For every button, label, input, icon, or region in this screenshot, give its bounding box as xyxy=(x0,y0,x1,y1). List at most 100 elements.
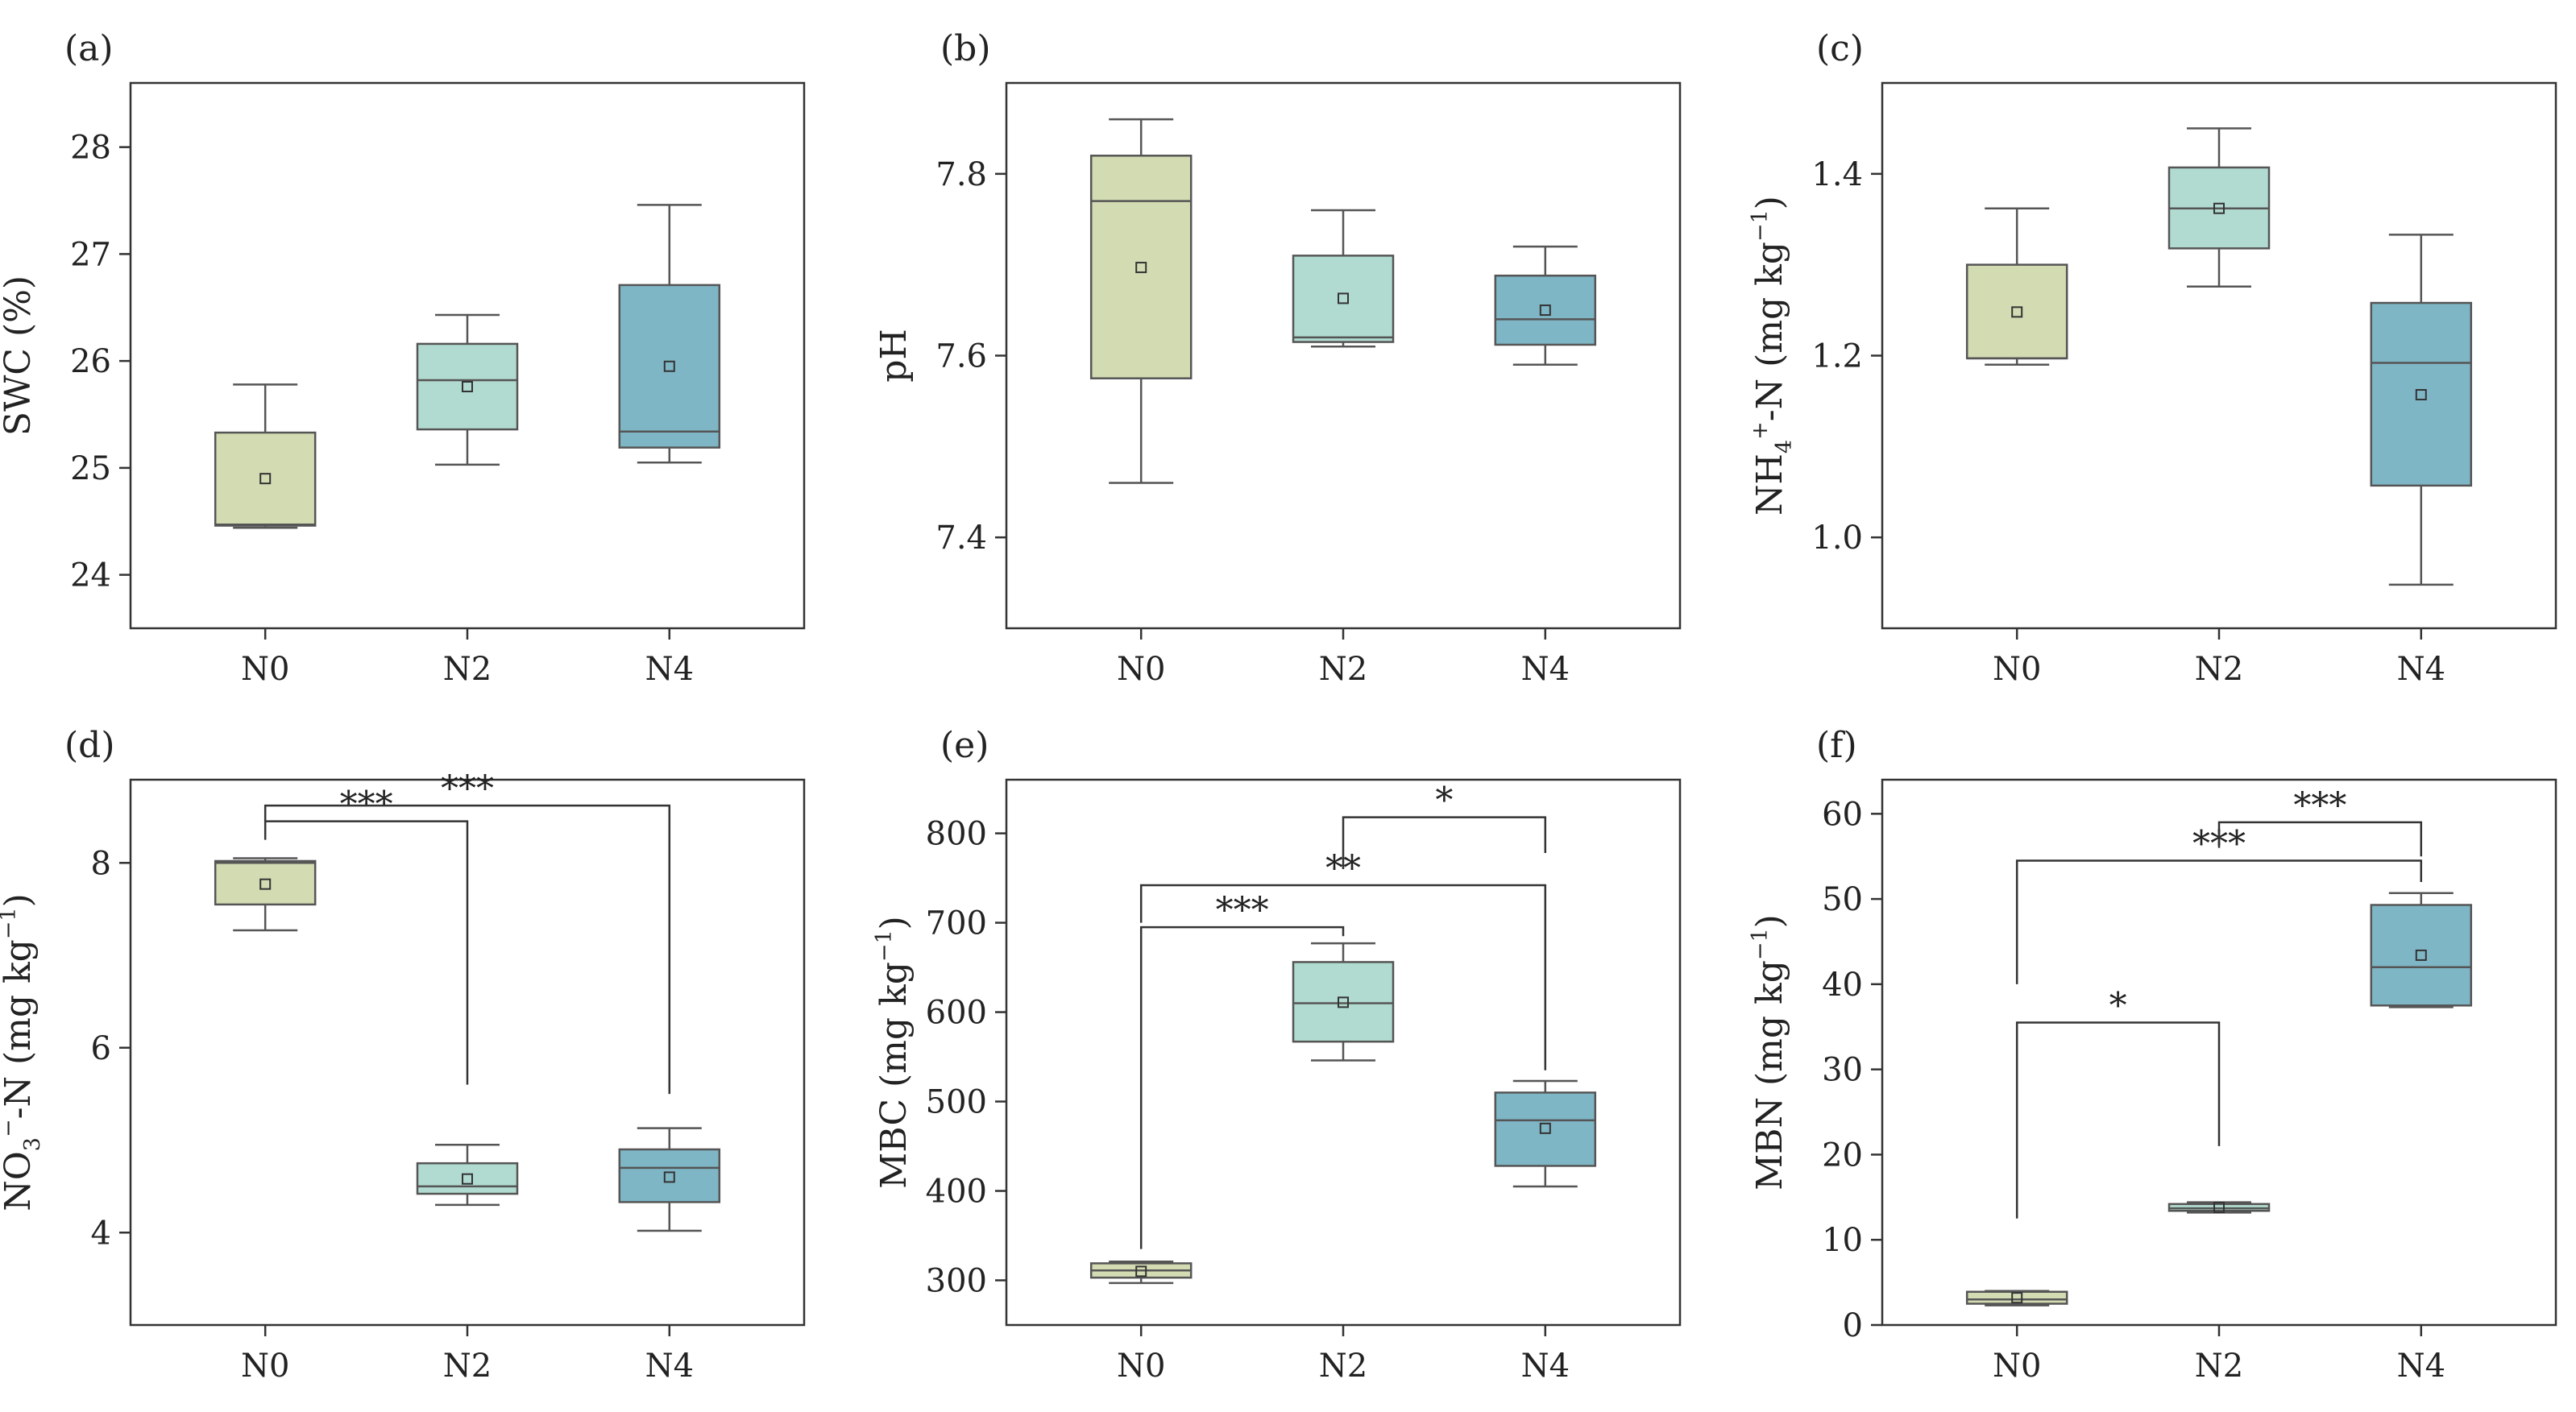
panel-label: (f) xyxy=(1816,725,1857,766)
y-tick-label: 1.4 xyxy=(1811,156,1863,193)
x-tick-label: N4 xyxy=(645,651,694,688)
bracket-line xyxy=(1139,925,1345,1249)
iqr-box xyxy=(2370,904,2473,1007)
y-tick-label: 40 xyxy=(1822,967,1863,1004)
significance-label: * xyxy=(1435,781,1453,822)
y-axis-label-part: NH xyxy=(1749,453,1790,516)
panel-c: (c) 1.0 1.2 1.4 N0 N2 N4 NH4+-N (mg kg−1) xyxy=(1748,28,2557,688)
y-axis-label-part: ) xyxy=(1749,914,1790,928)
bracket-line xyxy=(263,804,671,1095)
iqr-box xyxy=(1965,1290,2068,1305)
iqr-box xyxy=(1292,255,1395,343)
x-tick-label: N4 xyxy=(1521,651,1570,688)
y-tick-label: 800 xyxy=(926,816,987,853)
y-tick-label: 7.8 xyxy=(935,156,987,193)
y-tick-label: 700 xyxy=(926,905,987,942)
iqr-box xyxy=(1292,961,1395,1043)
bracket-line xyxy=(2217,821,2423,857)
iqr-box xyxy=(1494,274,1597,346)
mean-marker xyxy=(259,878,272,890)
y-tick-label: 27 xyxy=(70,236,111,273)
box-N4 xyxy=(1494,1079,1597,1188)
mean-marker xyxy=(1539,1122,1551,1134)
box-N2 xyxy=(1292,209,1395,348)
box-N0 xyxy=(1089,1260,1193,1285)
y-tick-label: 7.4 xyxy=(935,520,987,557)
y-tick-label: 4 xyxy=(91,1215,111,1252)
y-tick-label: 400 xyxy=(926,1174,987,1211)
y-tick-label: 60 xyxy=(1822,796,1863,833)
mean-marker xyxy=(663,1171,675,1183)
mean-marker xyxy=(259,473,272,485)
mean-marker xyxy=(1135,262,1147,274)
x-tick-label: N0 xyxy=(1117,651,1165,688)
mean-marker xyxy=(2213,202,2225,214)
box-N0 xyxy=(214,383,317,529)
x-tick-label: N2 xyxy=(1319,651,1367,688)
iqr-box xyxy=(2370,301,2473,487)
y-axis-label-part: -N (mg kg xyxy=(0,939,39,1119)
y-axis-label-part: 3 xyxy=(20,1137,45,1151)
iqr-box xyxy=(618,1148,721,1203)
x-tick-label: N0 xyxy=(241,651,289,688)
iqr-box xyxy=(214,859,317,906)
box-N0 xyxy=(1965,207,2068,366)
x-tick-label: N4 xyxy=(2397,651,2445,688)
y-axis-label: MBC (mg kg−1) xyxy=(872,916,915,1189)
iqr-box xyxy=(416,342,519,431)
y-tick-label: 50 xyxy=(1822,881,1863,918)
significance-bracket: * xyxy=(2015,985,2221,1219)
y-axis-label-part: ) xyxy=(0,893,39,907)
y-axis-label-part: −1 xyxy=(872,930,897,962)
panel-b: (b) 7.4 7.6 7.8 N0 N2 N4 pH xyxy=(873,28,1682,688)
mean-marker xyxy=(1135,1265,1147,1277)
mean-marker xyxy=(663,360,675,372)
y-tick-label: 500 xyxy=(926,1084,987,1121)
y-axis-label-part: MBC (mg kg xyxy=(873,962,915,1189)
box-N2 xyxy=(416,313,519,466)
box-N4 xyxy=(618,204,721,464)
y-tick-label: 25 xyxy=(70,450,111,487)
box-N4 xyxy=(2370,892,2473,1008)
box-N2 xyxy=(2167,1201,2271,1214)
y-tick-label: 1.2 xyxy=(1811,338,1863,375)
mean-marker xyxy=(1539,304,1551,317)
box-N4 xyxy=(618,1127,721,1232)
x-tick-label: N0 xyxy=(1993,1348,2041,1385)
panel-label: (c) xyxy=(1816,28,1864,69)
mean-marker xyxy=(462,1173,473,1185)
bracket-line xyxy=(2015,859,2423,984)
y-axis-label: pH xyxy=(873,329,915,383)
y-axis-label: MBN (mg kg−1) xyxy=(1748,914,1790,1190)
x-tick-label: N2 xyxy=(2195,651,2243,688)
y-tick-label: 26 xyxy=(70,343,111,380)
y-axis-label-part: NO xyxy=(0,1151,39,1211)
box-N2 xyxy=(416,1143,519,1207)
x-tick-label: N4 xyxy=(2397,1348,2445,1385)
panel-label: (a) xyxy=(64,28,114,69)
y-tick-label: 0 xyxy=(1843,1307,1863,1344)
iqr-box xyxy=(1965,263,2068,360)
y-tick-label: 20 xyxy=(1822,1137,1863,1174)
panel-d: (d) 4 6 8 N0 N2 N4 NO3−-N (mg kg−1) ****** xyxy=(0,725,806,1385)
x-tick-label: N0 xyxy=(1993,651,2041,688)
x-tick-label: N0 xyxy=(1117,1348,1165,1385)
significance-bracket: *** xyxy=(263,785,469,1085)
bracket-line xyxy=(2015,1021,2221,1219)
y-tick-label: 600 xyxy=(926,995,987,1032)
box-N0 xyxy=(1965,1290,2068,1306)
x-tick-label: N2 xyxy=(2195,1348,2243,1385)
panel-a: (a) 24 25 26 27 28 N0 N2 N4 SWC (%) xyxy=(0,28,806,688)
panel-e: (e) 300 400 500 600 700 800 N0 N2 N4 MBC (mg kg−1)… xyxy=(872,725,1682,1385)
significance-label: *** xyxy=(441,768,494,810)
mean-marker xyxy=(2011,1292,2023,1304)
mean-marker xyxy=(2213,1202,2225,1214)
y-axis-label-part: −1 xyxy=(1748,928,1773,960)
y-axis-label-part: ) xyxy=(1749,196,1790,209)
y-axis-label-part: − xyxy=(0,1119,21,1137)
panel-label: (d) xyxy=(64,725,115,766)
y-axis-label-part: MBN (mg kg xyxy=(1749,960,1790,1190)
y-axis-label-part: + xyxy=(1748,421,1773,440)
